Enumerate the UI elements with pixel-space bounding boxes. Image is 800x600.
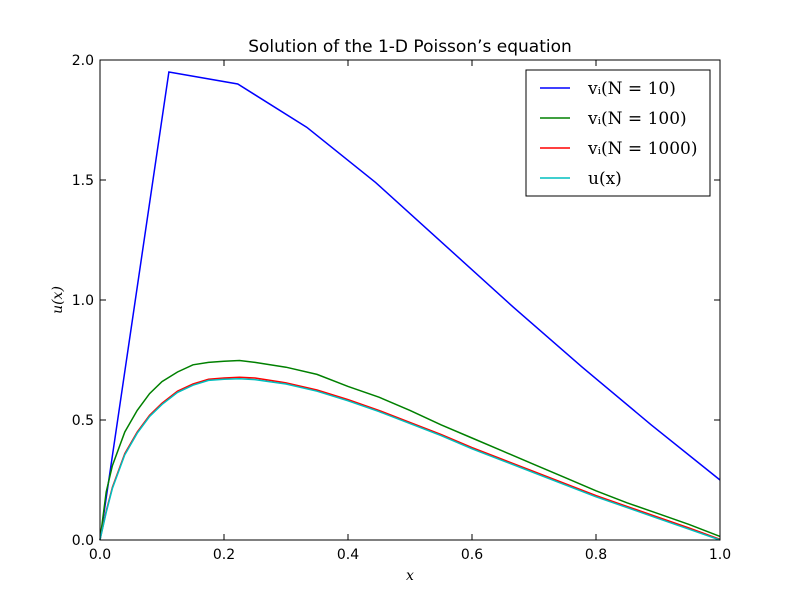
y-tick-label: 0.5 (72, 413, 94, 429)
legend-label-0: vᵢ(N = 10) (587, 79, 676, 99)
x-tick-label: 0.0 (89, 547, 111, 563)
y-tick-label: 1.5 (72, 173, 94, 189)
x-tick-label: 0.8 (585, 547, 607, 563)
x-axis-label: x (406, 568, 414, 584)
y-axis-label: u(x) (50, 286, 66, 314)
series-line-3 (99, 377, 721, 541)
series-line-1 (99, 359, 721, 541)
series-layer (99, 71, 721, 541)
y-tick-label: 1.0 (72, 293, 94, 309)
y-tick-label: 0.0 (72, 533, 94, 549)
legend-box (525, 69, 711, 197)
legend-label-1: vᵢ(N = 100) (587, 109, 687, 129)
x-tick-label: 0.4 (337, 547, 359, 563)
legend-label-3: u(x) (588, 169, 622, 189)
ticks-layer: 0.0 0.2 0.4 0.6 0.8 1.0 0.0 0.5 1.0 1.5 2.0 (72, 53, 731, 563)
chart-title: Solution of the 1-D Poisson’s equation (248, 37, 572, 57)
series-line-2 (99, 376, 721, 541)
x-tick-label: 0.2 (213, 547, 235, 563)
legend: vᵢ(N = 10) vᵢ(N = 100) vᵢ(N = 1000) u(x) (525, 69, 711, 197)
legend-label-2: vᵢ(N = 1000) (587, 139, 697, 159)
series-line-0 (99, 71, 721, 541)
x-tick-label: 1.0 (709, 547, 731, 563)
y-tick-label: 2.0 (72, 53, 94, 69)
x-tick-label: 0.6 (461, 547, 483, 563)
